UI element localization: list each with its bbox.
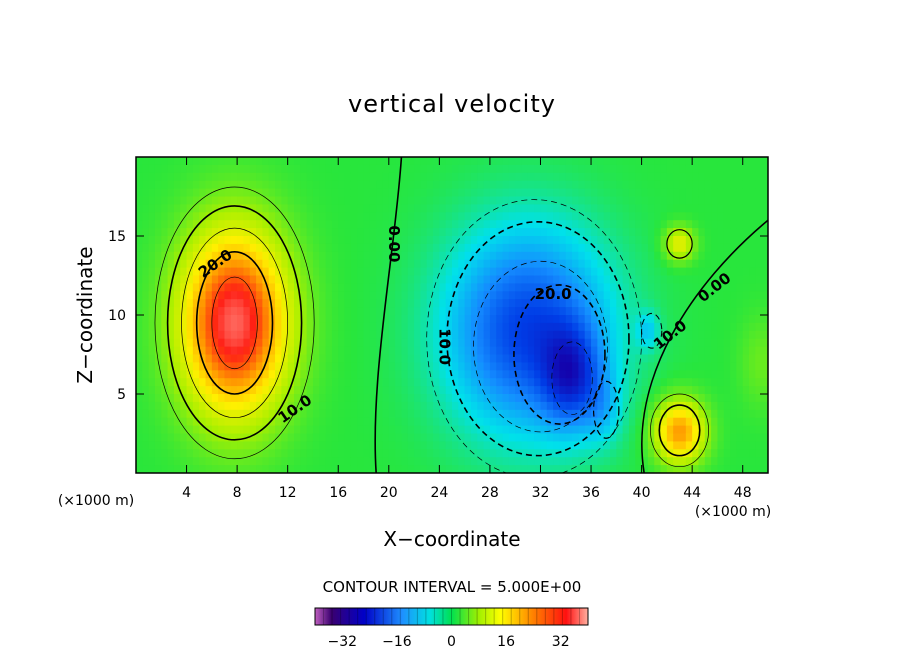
contour-lines <box>154 157 768 473</box>
y-axis-label: Z−coordinate <box>73 246 97 383</box>
colorbar-tick-label: −32 <box>328 634 358 650</box>
x-unit-left: (×1000 m) <box>58 493 134 509</box>
x-tick-label: 40 <box>633 485 651 501</box>
contour-label: 0.00 <box>385 225 403 262</box>
contour-label: 20.0 <box>535 285 572 303</box>
x-tick-label: 24 <box>430 485 448 501</box>
x-tick-label: 12 <box>279 485 297 501</box>
y-tick-label: 15 <box>108 229 126 245</box>
x-tick-label: 20 <box>380 485 398 501</box>
y-tick-label: 10 <box>108 308 126 324</box>
x-unit-right: (×1000 m) <box>695 504 771 520</box>
y-tick-label: 5 <box>117 387 126 403</box>
chart-title: vertical velocity <box>348 90 556 118</box>
velocity-field <box>136 157 768 473</box>
plot-area <box>136 157 768 473</box>
x-tick-label: 8 <box>233 485 242 501</box>
x-tick-label: 36 <box>582 485 600 501</box>
colorbar-tick-label: −16 <box>382 634 412 650</box>
x-tick-label: 28 <box>481 485 499 501</box>
x-axis-label: X−coordinate <box>383 527 520 551</box>
contour-interval-label: CONTOUR INTERVAL = 5.000E+00 <box>323 578 582 596</box>
colorbar-tick-label: 0 <box>447 634 456 650</box>
contour-label: 10.0 <box>435 328 453 365</box>
colorbar-tick-label: 16 <box>497 634 515 650</box>
y-ticks: 5 10 15 <box>108 229 768 403</box>
x-tick-label: 4 <box>182 485 191 501</box>
colorbar: −32 −16 0 16 32 <box>314 607 589 650</box>
x-ticks: 4 8 12 16 20 24 28 32 36 40 44 48 <box>182 157 752 501</box>
x-tick-label: 16 <box>329 485 347 501</box>
x-tick-label: 48 <box>734 485 752 501</box>
x-tick-label: 32 <box>532 485 550 501</box>
x-tick-label: 44 <box>683 485 701 501</box>
colorbar-tick-label: 32 <box>552 634 570 650</box>
